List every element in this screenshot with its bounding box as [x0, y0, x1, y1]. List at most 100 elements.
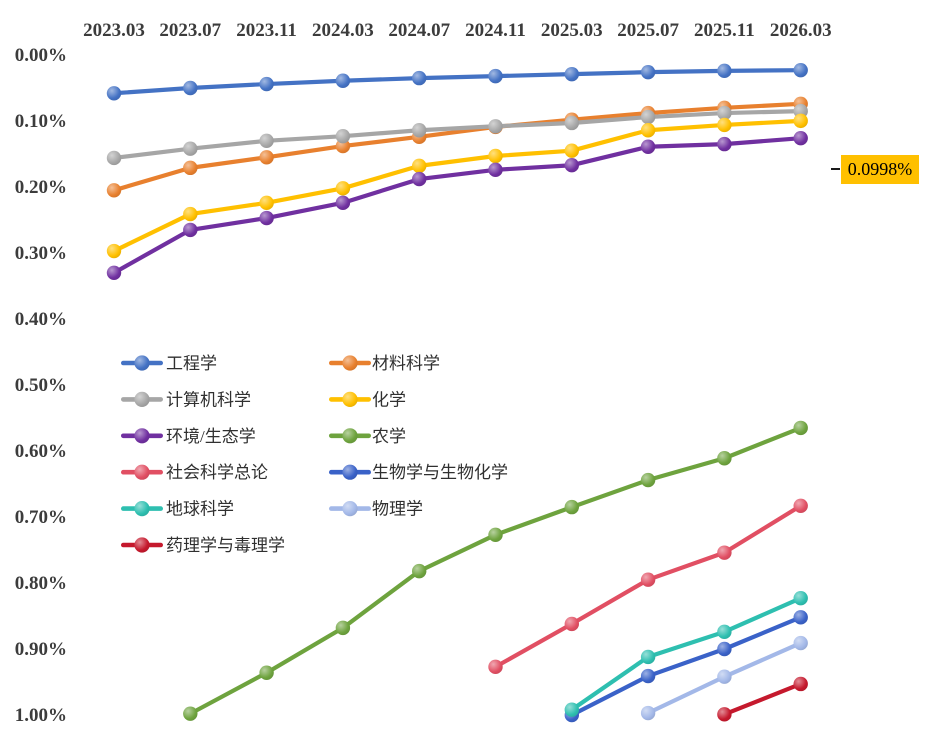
x-axis-tick-label: 2024.03	[312, 20, 374, 41]
legend-label: 计算机科学	[166, 390, 251, 409]
y-axis-tick-label: 0.60%	[15, 441, 67, 462]
series-line	[111, 136, 803, 275]
legend-label: 工程学	[166, 354, 217, 373]
data-point-marker	[412, 171, 427, 187]
legend-marker-swatch	[342, 428, 358, 444]
data-point-marker	[640, 109, 656, 125]
data-point-marker	[793, 498, 808, 513]
data-point-marker	[793, 610, 808, 625]
data-point-marker	[793, 635, 808, 651]
data-point-marker	[488, 119, 503, 134]
data-point-marker	[564, 158, 579, 173]
y-axis: 0.00% 0.10% 0.20% 0.30% 0.40% 0.50% 0.60% 0.70%…	[15, 45, 67, 726]
series-环境/生态学	[106, 130, 808, 280]
data-point-marker	[106, 243, 122, 259]
y-axis-tick-label: 0.40%	[15, 309, 67, 330]
legend-item-材料科学: 材料科学	[329, 354, 440, 373]
data-point-marker	[564, 143, 579, 158]
data-point-marker	[488, 659, 503, 675]
y-axis-tick-label: 0.30%	[15, 243, 67, 264]
data-point-marker	[640, 649, 656, 665]
data-point-marker	[412, 70, 427, 86]
data-point-marker	[564, 115, 579, 131]
legend-label: 化学	[372, 390, 406, 409]
series-line	[569, 596, 803, 712]
legend-item-计算机科学: 计算机科学	[121, 390, 251, 409]
data-point-marker	[717, 624, 732, 640]
data-point-marker	[335, 181, 351, 196]
data-point-marker	[793, 590, 808, 606]
data-point-marker	[106, 183, 122, 198]
y-axis-tick-label: 0.70%	[15, 507, 67, 528]
data-point-marker	[640, 668, 656, 684]
data-point-marker	[106, 86, 122, 101]
series-生物学与生物化学	[564, 610, 808, 723]
data-point-marker	[640, 705, 656, 721]
data-point-marker	[564, 702, 579, 717]
legend-item-环境/生态学: 环境/生态学	[121, 427, 256, 446]
legend-marker-swatch	[134, 537, 150, 553]
series-药理学与毒理学	[717, 676, 808, 722]
series-line	[111, 118, 803, 254]
y-axis-tick-label: 0.20%	[15, 177, 67, 198]
legend-label: 环境/生态学	[166, 427, 256, 446]
data-point-marker	[793, 420, 808, 436]
series-line	[569, 615, 803, 718]
data-point-marker	[259, 133, 274, 148]
data-point-marker	[640, 472, 656, 488]
x-axis-tick-label: 2025.03	[541, 20, 603, 41]
data-point-marker	[717, 451, 732, 466]
series-工程学	[106, 62, 808, 101]
legend-item-化学: 化学	[329, 390, 406, 409]
x-axis-tick-label: 2025.11	[694, 20, 755, 41]
data-point-marker	[335, 128, 351, 144]
data-point-marker	[564, 66, 579, 82]
data-point-marker	[488, 68, 503, 84]
data-point-marker	[183, 706, 198, 721]
data-point-marker	[717, 545, 732, 560]
data-point-marker	[183, 80, 198, 96]
legend-label: 地球科学	[166, 500, 234, 519]
legend-label: 材料科学	[372, 354, 440, 373]
data-point-marker	[488, 527, 503, 543]
data-point-marker	[793, 62, 808, 78]
data-point-marker	[717, 669, 732, 684]
data-point-marker	[717, 117, 732, 133]
legend-marker-swatch	[134, 428, 150, 444]
legend-item-地球科学: 地球科学	[121, 500, 234, 519]
legend-label: 物理学	[372, 500, 423, 519]
data-point-marker	[259, 150, 274, 165]
series-农学	[183, 420, 808, 721]
x-axis-tick-label: 2023.07	[159, 20, 221, 41]
data-point-marker	[793, 113, 808, 129]
x-axis-tick-label: 2025.07	[617, 20, 679, 41]
data-point-marker	[259, 665, 274, 680]
legend-marker-swatch	[134, 501, 150, 517]
legend-marker-swatch	[342, 355, 358, 371]
data-point-marker	[335, 138, 351, 154]
legend-item-农学: 农学	[329, 427, 406, 446]
data-point-marker	[717, 707, 732, 722]
data-point-marker	[335, 195, 351, 211]
data-point-marker	[106, 150, 122, 166]
x-axis-tick-label: 2024.11	[465, 20, 526, 41]
data-point-marker	[412, 563, 427, 579]
legend-label: 生物学与生物化学	[372, 463, 508, 482]
callout-leader-line	[831, 168, 840, 170]
data-point-marker	[183, 141, 198, 156]
data-point-marker	[564, 499, 579, 515]
legend-item-物理学: 物理学	[329, 500, 423, 519]
data-point-marker	[335, 620, 351, 636]
data-point-marker	[564, 616, 579, 632]
data-point-marker	[259, 76, 274, 92]
y-axis-tick-label: 0.10%	[15, 111, 67, 132]
series-line	[111, 108, 803, 161]
series-line	[111, 68, 803, 96]
data-point-marker	[259, 195, 274, 211]
legend-item-药理学与毒理学: 药理学与毒理学	[121, 536, 285, 555]
data-label-value: 0.0998%	[847, 159, 913, 179]
y-axis-tick-label: 0.80%	[15, 573, 67, 594]
